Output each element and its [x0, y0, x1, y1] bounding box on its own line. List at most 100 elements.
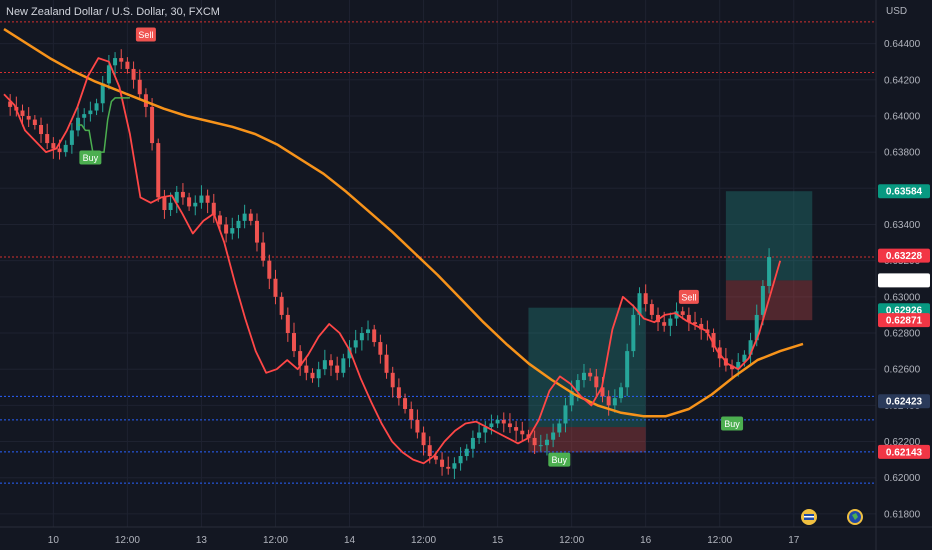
price-axis-unit: USD: [886, 6, 907, 17]
x-tick-label: 10: [48, 535, 60, 546]
candle-body: [125, 61, 130, 69]
candle-body: [372, 329, 377, 343]
candle-body: [606, 396, 611, 406]
candle-body: [711, 333, 716, 348]
flag-icon[interactable]: [801, 509, 817, 525]
y-tick-label: 0.62000: [884, 473, 921, 484]
candle-body: [526, 434, 531, 438]
candle-body: [20, 110, 25, 116]
grid: [0, 0, 876, 527]
candle-body: [8, 101, 13, 107]
candle-body: [322, 360, 327, 370]
price-label-badge: [878, 248, 930, 263]
candle-body: [174, 191, 179, 203]
candle-body: [119, 58, 124, 62]
candle-body: [760, 285, 765, 315]
candle-body: [378, 342, 383, 355]
candle-body: [131, 68, 136, 80]
price-label-text: 0.62871: [886, 316, 923, 327]
sell-signal-badge: [678, 289, 699, 304]
candle-body: [335, 365, 340, 373]
buy-signal-label: Buy: [552, 455, 568, 465]
candle-body: [575, 380, 580, 391]
candle-body: [427, 445, 432, 457]
candle-body: [544, 439, 549, 446]
candle-body: [754, 314, 759, 341]
buy-signal-badge: [721, 416, 744, 431]
candle-body: [304, 365, 309, 373]
candle-body: [248, 213, 253, 221]
candle-body: [748, 340, 753, 355]
candle-body: [433, 456, 438, 460]
y-tick-label: 0.62600: [884, 365, 921, 376]
candle-body: [581, 372, 586, 381]
candle-body: [458, 456, 463, 464]
signals: Sell Buy Buy Sell Buy: [79, 27, 744, 467]
moving-average-line: [3, 28, 804, 418]
y-tick-label: 0.64200: [884, 75, 921, 86]
candle-body: [150, 106, 155, 144]
candle-body: [82, 114, 87, 118]
candle-body: [76, 117, 81, 131]
candle-body: [359, 333, 364, 341]
candle-body: [100, 83, 105, 104]
candle-body: [600, 387, 605, 397]
candle-body: [211, 202, 216, 216]
candle-body: [742, 354, 747, 362]
candle-body: [489, 423, 494, 428]
y-tick-label: 0.64000: [884, 111, 921, 122]
time-axis[interactable]: 10 12:00 13 12:00 14 12:00 15 12:00 16 12:00 17: [48, 535, 800, 546]
candle-body: [69, 130, 74, 145]
candle-body: [693, 322, 698, 324]
buy-signal-badge: [79, 150, 102, 165]
candle-body: [563, 405, 568, 424]
y-tick-label: 0.63400: [884, 220, 921, 231]
candle-body: [236, 220, 241, 229]
x-tick-label: 17: [788, 535, 800, 546]
candle-body: [329, 360, 334, 366]
buy-signal-label: Buy: [724, 419, 740, 429]
candle-body: [649, 304, 654, 315]
candle-body: [507, 423, 512, 428]
price-label-text: 0.63228: [886, 251, 923, 262]
candle-body: [63, 144, 68, 153]
candle-body: [168, 202, 173, 211]
candle-body: [162, 197, 167, 211]
candle-body: [26, 115, 31, 120]
candle-body: [625, 351, 630, 388]
candle-body: [464, 448, 469, 457]
price-label-text: 0.63091: [886, 276, 923, 287]
x-tick-label: 14: [344, 535, 356, 546]
candle-body: [662, 322, 667, 326]
candles: [8, 49, 772, 479]
candle-body: [736, 361, 741, 370]
candle-body: [384, 354, 389, 373]
price-label-badge: [878, 444, 930, 459]
candle-body: [94, 103, 99, 111]
x-tick-label: 16: [640, 535, 652, 546]
candle-body: [316, 369, 321, 379]
sell-signal-label: Sell: [138, 30, 153, 40]
candle-body: [106, 65, 111, 84]
candle-body: [446, 466, 451, 469]
candle-body: [594, 376, 599, 388]
x-tick-label: 12:00: [707, 535, 732, 546]
candle-body: [32, 119, 37, 125]
buy-signal-badge: [548, 452, 571, 467]
candle-body: [51, 143, 56, 149]
price-label-badge: [878, 184, 930, 199]
y-tick-label: 0.63000: [884, 292, 921, 303]
candle-body: [291, 333, 296, 352]
candle-body: [217, 215, 222, 225]
candle-body: [440, 459, 445, 467]
candle-body: [137, 79, 142, 95]
globe-icon[interactable]: [847, 509, 863, 525]
position-zones: [528, 191, 813, 453]
x-tick-label: 12:00: [263, 535, 288, 546]
candle-body: [261, 242, 266, 261]
y-tick-label: 0.62800: [884, 329, 921, 340]
candle-body: [483, 427, 488, 433]
candle-body: [366, 329, 371, 334]
